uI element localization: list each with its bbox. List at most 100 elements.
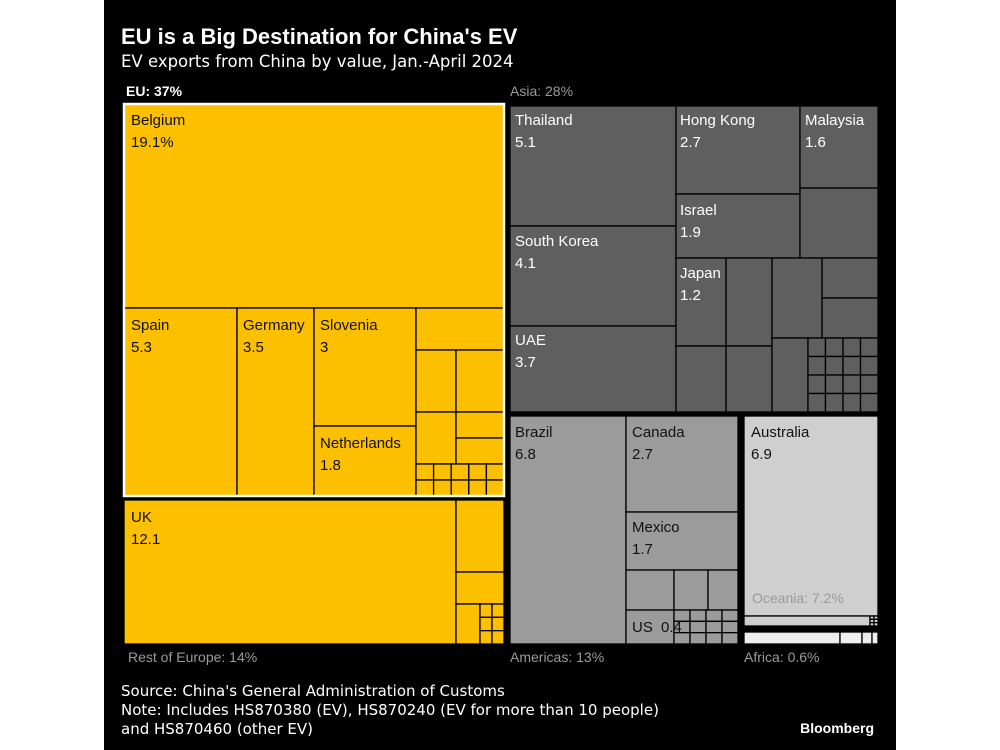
tile-asia-tiny-0-3 (807, 392, 827, 413)
value-germany: 3.5 (243, 339, 264, 356)
tile-malaysia (799, 105, 879, 189)
tile-americas-tiny-3-2 (721, 632, 739, 645)
tile-americas-small (625, 569, 675, 611)
label-israel: Israel (680, 202, 717, 219)
tile-oceania-tiny-1-2 (873, 622, 879, 627)
tile-asia-tiny-3-3 (859, 392, 879, 413)
tile-roe-tiny-1-0 (491, 603, 505, 618)
value-hong-kong: 2.7 (680, 134, 701, 151)
value-brazil: 6.8 (515, 446, 536, 463)
value-belgium: 19.1% (131, 134, 174, 151)
tile-eu-small (455, 411, 505, 439)
source-note: Source: China's General Administration o… (121, 682, 505, 700)
footnote-line-2: and HS870460 (other EV) (121, 720, 313, 738)
tile-asia-small (821, 297, 879, 339)
label-spain: Spain (131, 317, 169, 334)
tile-asia-small (799, 187, 879, 259)
tile-asia-tiny-2-1 (842, 355, 862, 376)
value-south-korea: 4.1 (515, 255, 536, 272)
group-label-africa: Africa: 0.6% (744, 649, 819, 665)
label-netherlands: Netherlands (320, 435, 401, 452)
tile-africa-1 (743, 631, 841, 645)
tile-asia-small (821, 257, 879, 299)
label-uk: UK (131, 509, 152, 526)
tile-south-korea (509, 225, 677, 327)
tile-americas-tiny-2-0 (705, 609, 723, 622)
tile-roe-small (455, 603, 481, 645)
tile-asia-tiny-0-2 (807, 374, 827, 395)
tile-americas-tiny-2-1 (705, 620, 723, 634)
tile-asia-tiny-2-3 (842, 392, 862, 413)
tile-americas-small (707, 569, 739, 611)
tile-roe-small (455, 499, 505, 573)
tile-asia-tiny-1-0 (824, 337, 844, 358)
label-hong-kong: Hong Kong (680, 112, 755, 129)
value-uae: 3.7 (515, 354, 536, 371)
label-south-korea: South Korea (515, 233, 599, 250)
tile-hong-kong (675, 105, 801, 195)
tile-canada (625, 415, 739, 513)
chart-subtitle: EV exports from China by value, Jan.-Apr… (121, 52, 514, 71)
chart-title: EU is a Big Destination for China's EV (121, 24, 518, 49)
tile-eu-tiny-3-1 (468, 479, 488, 497)
tile-asia-tiny-2-2 (842, 374, 862, 395)
tile-eu-small (415, 349, 457, 413)
tile-roe-small (455, 571, 505, 605)
tile-roe-tiny-0-1 (479, 616, 493, 632)
tile-americas-tiny-2-2 (705, 632, 723, 645)
tile-us (625, 609, 675, 645)
label-uae: UAE (515, 332, 546, 349)
tile-asia-tiny-3-0 (859, 337, 879, 358)
value-israel: 1.9 (680, 224, 701, 241)
label-thailand: Thailand (515, 112, 573, 129)
tile-asia-tiny-0-0 (807, 337, 827, 358)
tile-eu-tiny-3-0 (468, 463, 488, 481)
tile-asia-tiny-3-2 (859, 374, 879, 395)
tile-eu-small (455, 349, 505, 413)
tile-roe-tiny-1-2 (491, 630, 505, 645)
tile-uae (509, 325, 677, 413)
bloomberg-logo: Bloomberg (800, 720, 874, 736)
label-malaysia: Malaysia (805, 112, 865, 129)
tile-oceania-small (743, 615, 871, 627)
tile-israel (675, 193, 801, 259)
tile-germany (236, 307, 315, 497)
group-label-oceania: Oceania: 7.2% (752, 590, 844, 606)
label-mexico: Mexico (632, 519, 680, 536)
value-mexico: 1.7 (632, 541, 653, 558)
value-us: 0.4 (661, 619, 682, 636)
tile-eu-tiny-4-0 (485, 463, 505, 481)
tile-australia (743, 415, 879, 617)
tile-brazil (509, 415, 627, 645)
group-label-americas: Americas: 13% (510, 649, 604, 665)
tile-mexico (625, 511, 739, 571)
label-canada: Canada (632, 424, 685, 441)
label-us: US (632, 619, 653, 636)
tile-eu-tiny-2-1 (450, 479, 470, 497)
tile-eu-small (415, 411, 457, 465)
treemap-svg: EU: 37% Belgium 19.1% Spain 5.3 Germany 3.5 Slo… (122, 83, 879, 665)
label-belgium: Belgium (131, 112, 185, 129)
tile-americas-small (673, 569, 709, 611)
tile-asia-tiny-1-2 (824, 374, 844, 395)
label-australia: Australia (751, 424, 810, 441)
label-germany: Germany (243, 317, 305, 334)
chart-panel: EU is a Big Destination for China's EV E… (104, 0, 896, 750)
value-netherlands: 1.8 (320, 457, 341, 474)
tile-asia-tiny-3-1 (859, 355, 879, 376)
group-label-rest-of-europe: Rest of Europe: 14% (128, 649, 257, 665)
tile-asia-small (771, 257, 823, 339)
tile-roe-tiny-0-0 (479, 603, 493, 618)
group-label-asia: Asia: 28% (510, 83, 573, 99)
tile-americas-tiny-3-1 (721, 620, 739, 634)
tile-belgium (123, 103, 505, 309)
tile-americas-tiny-1-2 (689, 632, 707, 645)
tile-asia-small (675, 345, 727, 413)
tile-spain (123, 307, 238, 497)
tile-africa-3 (861, 631, 873, 645)
tile-asia-tiny-2-0 (842, 337, 862, 358)
tile-americas-tiny-3-0 (721, 609, 739, 622)
tile-uk (123, 499, 457, 645)
tile-slovenia (313, 307, 417, 427)
value-spain: 5.3 (131, 339, 152, 356)
